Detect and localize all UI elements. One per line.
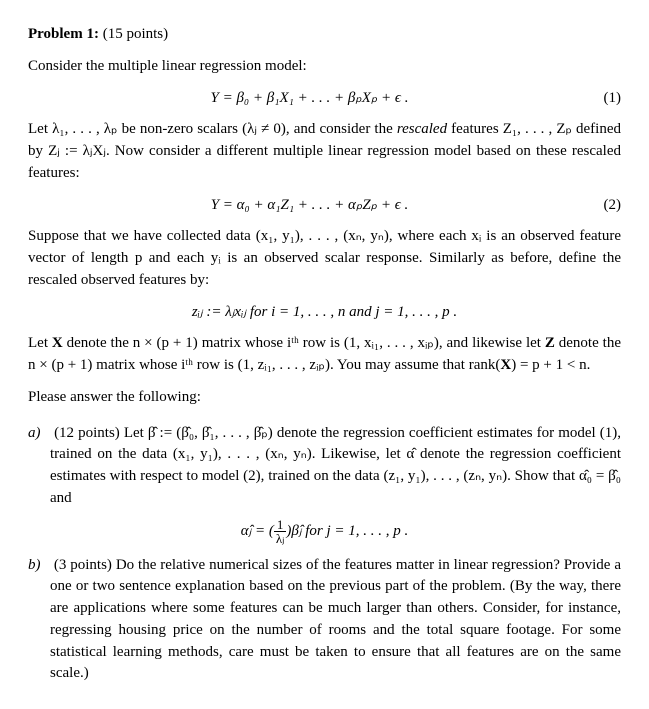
problem-header: Problem 1: (15 points)	[28, 24, 621, 46]
bold-x-2: X	[500, 357, 511, 373]
bold-x: X	[52, 335, 63, 351]
rescale-paragraph: Let λ₁, . . . , λₚ be non-zero scalars (…	[28, 119, 621, 184]
part-b-label: b)	[28, 555, 50, 577]
equation-zij-body: zᵢⱼ := λⱼxᵢⱼ for i = 1, . . . , n and j …	[28, 302, 621, 324]
equation-alpha: α̂ⱼ = (1λⱼ)β̂ⱼ for j = 1, . . . , p .	[28, 518, 621, 545]
equation-1-body: Y = β₀ + β₁X₁ + . . . + βₚXₚ + ϵ .	[28, 88, 591, 110]
rescaled-word: rescaled	[397, 121, 447, 137]
data-paragraph: Suppose that we have collected data (x₁,…	[28, 226, 621, 291]
intro-text: Consider the multiple linear regression …	[28, 56, 621, 78]
bold-z: Z	[545, 335, 555, 351]
problem-title: Problem 1:	[28, 26, 99, 42]
equation-1: Y = β₀ + β₁X₁ + . . . + βₚXₚ + ϵ . (1)	[28, 88, 621, 110]
equation-2-number: (2)	[591, 195, 621, 217]
equation-zij: zᵢⱼ := λⱼxᵢⱼ for i = 1, . . . , n and j …	[28, 302, 621, 324]
part-a: a) (12 points) Let β̂ := (β̂₀, β̂₁, . . …	[50, 423, 621, 510]
equation-2-body: Y = α₀ + α₁Z₁ + . . . + αₚZₚ + ϵ .	[28, 195, 591, 217]
problem-points: (15 points)	[103, 26, 168, 42]
part-b-points: (3 points)	[54, 557, 116, 573]
part-a-label: a)	[28, 423, 50, 445]
equation-alpha-body: α̂ⱼ = (1λⱼ)β̂ⱼ for j = 1, . . . , p .	[28, 518, 621, 545]
equation-2: Y = α₀ + α₁Z₁ + . . . + αₚZₚ + ϵ . (2)	[28, 195, 621, 217]
equation-1-number: (1)	[591, 88, 621, 110]
matrices-paragraph: Let X denote the n × (p + 1) matrix whos…	[28, 333, 621, 377]
please-answer: Please answer the following:	[28, 387, 621, 409]
part-b-text: Do the relative numerical sizes of the f…	[50, 557, 621, 682]
part-a-text: Let β̂ := (β̂₀, β̂₁, . . . , β̂ₚ) denote…	[50, 425, 621, 506]
part-a-points: (12 points)	[54, 425, 124, 441]
part-b: b) (3 points) Do the relative numerical …	[50, 555, 621, 686]
